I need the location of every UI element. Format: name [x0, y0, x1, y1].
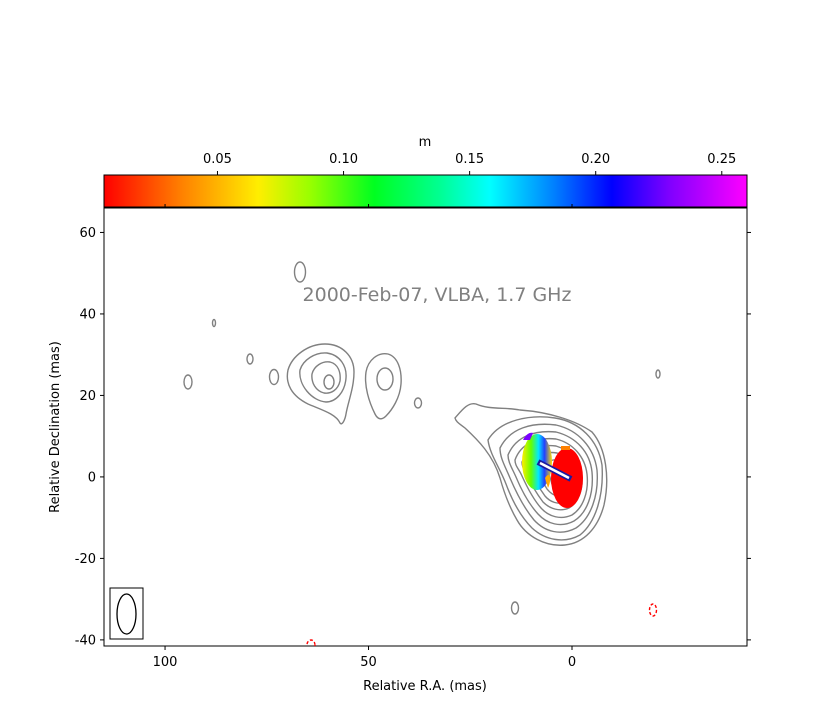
- negative-contour-2: [306, 639, 316, 646]
- colorbar-gradient: [103, 174, 748, 208]
- contour-north-2: [299, 352, 347, 403]
- colorbar-label: m: [419, 135, 432, 150]
- colorbar-ticks: 0.05 0.10 0.15 0.20 0.25: [203, 152, 736, 175]
- colorbar-tick-label: 0.20: [581, 152, 610, 167]
- y-tick-label: 40: [79, 307, 96, 322]
- colorbar: m 0.05 0.10 0.15 0.20 0.25: [103, 135, 748, 208]
- beam-ellipse: [116, 593, 137, 635]
- contour-north-11: [211, 318, 217, 328]
- contour-north-6: [376, 367, 394, 391]
- core-polarization-edge: [561, 446, 570, 450]
- component-polarization-edge-2: [545, 475, 551, 488]
- evpa-vector: [536, 459, 573, 482]
- x-axis-ticks: 100 50 0: [153, 204, 576, 670]
- y-axis-label: Relative Declination (mas): [48, 341, 63, 513]
- component-polarization-edge: [523, 432, 533, 440]
- contour-north-3: [311, 361, 341, 394]
- component-polarization-patch: [522, 434, 552, 490]
- x-tick-label: 50: [360, 655, 377, 670]
- contour-north-13: [655, 369, 661, 379]
- contour-north-8: [183, 374, 193, 390]
- contour-north-1: [286, 343, 355, 425]
- x-tick-label: 0: [568, 655, 576, 670]
- contour-north-12: [413, 397, 423, 409]
- plot-frame: [103, 207, 748, 647]
- colorbar-tick-label: 0.10: [329, 152, 358, 167]
- contour-core-4: [507, 430, 594, 526]
- x-axis-label: Relative R.A. (mas): [363, 679, 487, 694]
- chart-annotation: 2000-Feb-07, VLBA, 1.7 GHz: [303, 284, 572, 306]
- contour-core-5: [514, 437, 589, 519]
- evpa-vector-core: [539, 461, 570, 480]
- y-tick-label: 20: [79, 389, 96, 404]
- contour-north-9: [268, 368, 280, 386]
- negative-contour-1: [648, 603, 658, 617]
- contour-core-1: [454, 403, 608, 546]
- contour-north-10: [246, 353, 254, 365]
- y-tick-label: 0: [88, 470, 96, 485]
- contour-core-2: [487, 416, 603, 541]
- colorbar-tick-label: 0.15: [455, 152, 484, 167]
- x-tick-label: 100: [153, 655, 178, 670]
- plot-area: 2000-Feb-07, VLBA, 1.7 GHz 100 50 0 60 40 20…: [48, 204, 751, 694]
- y-axis-ticks: 60 40 20 0 -20 -40: [75, 226, 751, 648]
- contour-north-7: [293, 261, 307, 283]
- y-tick-label: 60: [79, 226, 96, 241]
- beam-indicator: [109, 587, 144, 640]
- contour-group-north: [183, 261, 661, 615]
- y-tick-label: -40: [75, 633, 96, 648]
- contour-south-1: [510, 601, 520, 615]
- contour-core-3: [499, 423, 598, 533]
- contour-north-5: [364, 353, 402, 420]
- colorbar-tick-label: 0.05: [203, 152, 232, 167]
- contour-north-4: [323, 374, 335, 390]
- colorbar-tick-label: 0.25: [707, 152, 736, 167]
- y-tick-label: -20: [75, 552, 96, 567]
- negative-contours: [306, 603, 658, 646]
- beam-box: [109, 587, 144, 640]
